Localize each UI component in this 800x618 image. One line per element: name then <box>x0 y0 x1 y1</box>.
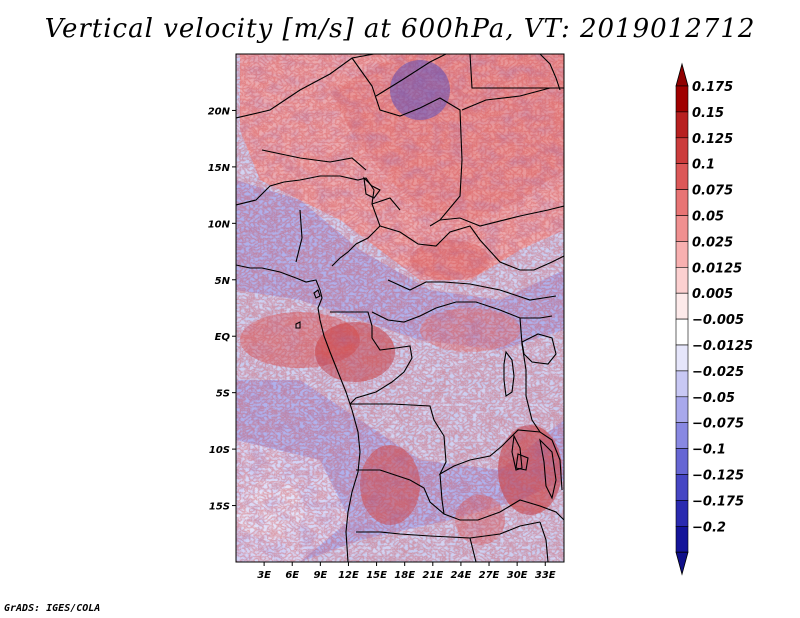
map-title: Vertical velocity [m/s] at 600hPa, VT: 2… <box>44 14 756 44</box>
colorbar-swatch <box>675 137 689 165</box>
lat-tick-label: 15N <box>208 163 231 174</box>
colorbar-label: 0.05 <box>692 210 724 225</box>
plot-frame <box>235 53 565 563</box>
colorbar: 0.175 0.15 0.125 0.1 0.075 0.05 0.025 0.0125 0.0… <box>675 62 753 576</box>
colorbar-label: 0.15 <box>692 106 724 121</box>
colorbar-label: −0.125 <box>692 469 744 484</box>
colorbar-swatch <box>675 422 689 449</box>
colorbar-label: −0.0125 <box>692 339 753 354</box>
colorbar-label: −0.05 <box>692 391 735 406</box>
colorbar-swatch <box>675 215 689 242</box>
colorbar-swatch <box>675 370 689 398</box>
lon-tick-label: 30E <box>507 570 528 581</box>
colorbar-label: 0.125 <box>692 132 733 147</box>
colorbar-swatch <box>675 396 689 423</box>
colorbar-label: −0.025 <box>692 365 744 380</box>
lat-tick-label: EQ <box>215 332 231 343</box>
colorbar-label: 0.175 <box>692 80 733 95</box>
lon-tick-label: 6E <box>285 570 299 581</box>
colorbar-label: 0.025 <box>692 235 733 250</box>
colorbar-label: −0.1 <box>692 443 726 458</box>
colorbar-swatch <box>675 474 689 501</box>
lon-tick-label: 27E <box>479 570 500 581</box>
colorbar-bottom-arrow <box>675 551 689 576</box>
lat-tick-label: 20N <box>208 106 231 117</box>
colorbar-swatch <box>675 500 689 527</box>
country-boundaries <box>236 54 564 562</box>
lat-tick-label: 10N <box>208 219 231 230</box>
colorbar-swatch <box>675 111 689 139</box>
lon-tick-label: 15E <box>366 570 387 581</box>
lon-tick-label: 9E <box>313 570 327 581</box>
colorbar-label: 0.075 <box>692 184 733 199</box>
lon-tick-label: 3E <box>257 570 271 581</box>
lat-tick-label: 5N <box>215 276 231 287</box>
colorbar-swatch <box>675 189 689 216</box>
grads-credit: GrADS: IGES/COLA <box>4 603 101 614</box>
colorbar-swatch <box>675 318 689 346</box>
lat-tick-label: 5S <box>216 389 230 400</box>
vertical-velocity-field <box>236 54 564 562</box>
colorbar-label: −0.175 <box>692 494 744 509</box>
latitude-axis: 20N 15N 10N 5N EQ 5S 10S 15S <box>208 106 236 513</box>
lon-tick-label: 12E <box>338 570 359 581</box>
colorbar-swatch <box>675 448 689 475</box>
colorbar-label: 0.0125 <box>692 261 742 276</box>
colorbar-label: −0.005 <box>692 313 744 328</box>
colorbar-swatch <box>675 241 689 268</box>
colorbar-label: 0.1 <box>692 158 715 173</box>
lon-tick-label: 21E <box>422 570 443 581</box>
colorbar-label: 0.005 <box>692 287 733 302</box>
lon-tick-label: 18E <box>394 570 415 581</box>
colorbar-label: −0.2 <box>692 520 726 535</box>
colorbar-swatch <box>675 85 689 113</box>
lon-tick-label: 24E <box>451 570 472 581</box>
colorbar-swatch <box>675 344 689 372</box>
colorbar-top-arrow <box>675 62 689 87</box>
longitude-axis: 3E 6E 9E 12E 15E 18E 21E 24E 27E 30E 33E <box>257 562 556 581</box>
lat-tick-label: 10S <box>209 445 230 456</box>
colorbar-swatch <box>675 292 689 320</box>
lon-tick-label: 33E <box>535 570 556 581</box>
colorbar-swatch <box>675 163 689 190</box>
colorbar-swatch <box>675 525 689 553</box>
colorbar-label: −0.075 <box>692 417 744 432</box>
lat-tick-label: 15S <box>209 502 230 513</box>
colorbar-swatch <box>675 266 689 294</box>
